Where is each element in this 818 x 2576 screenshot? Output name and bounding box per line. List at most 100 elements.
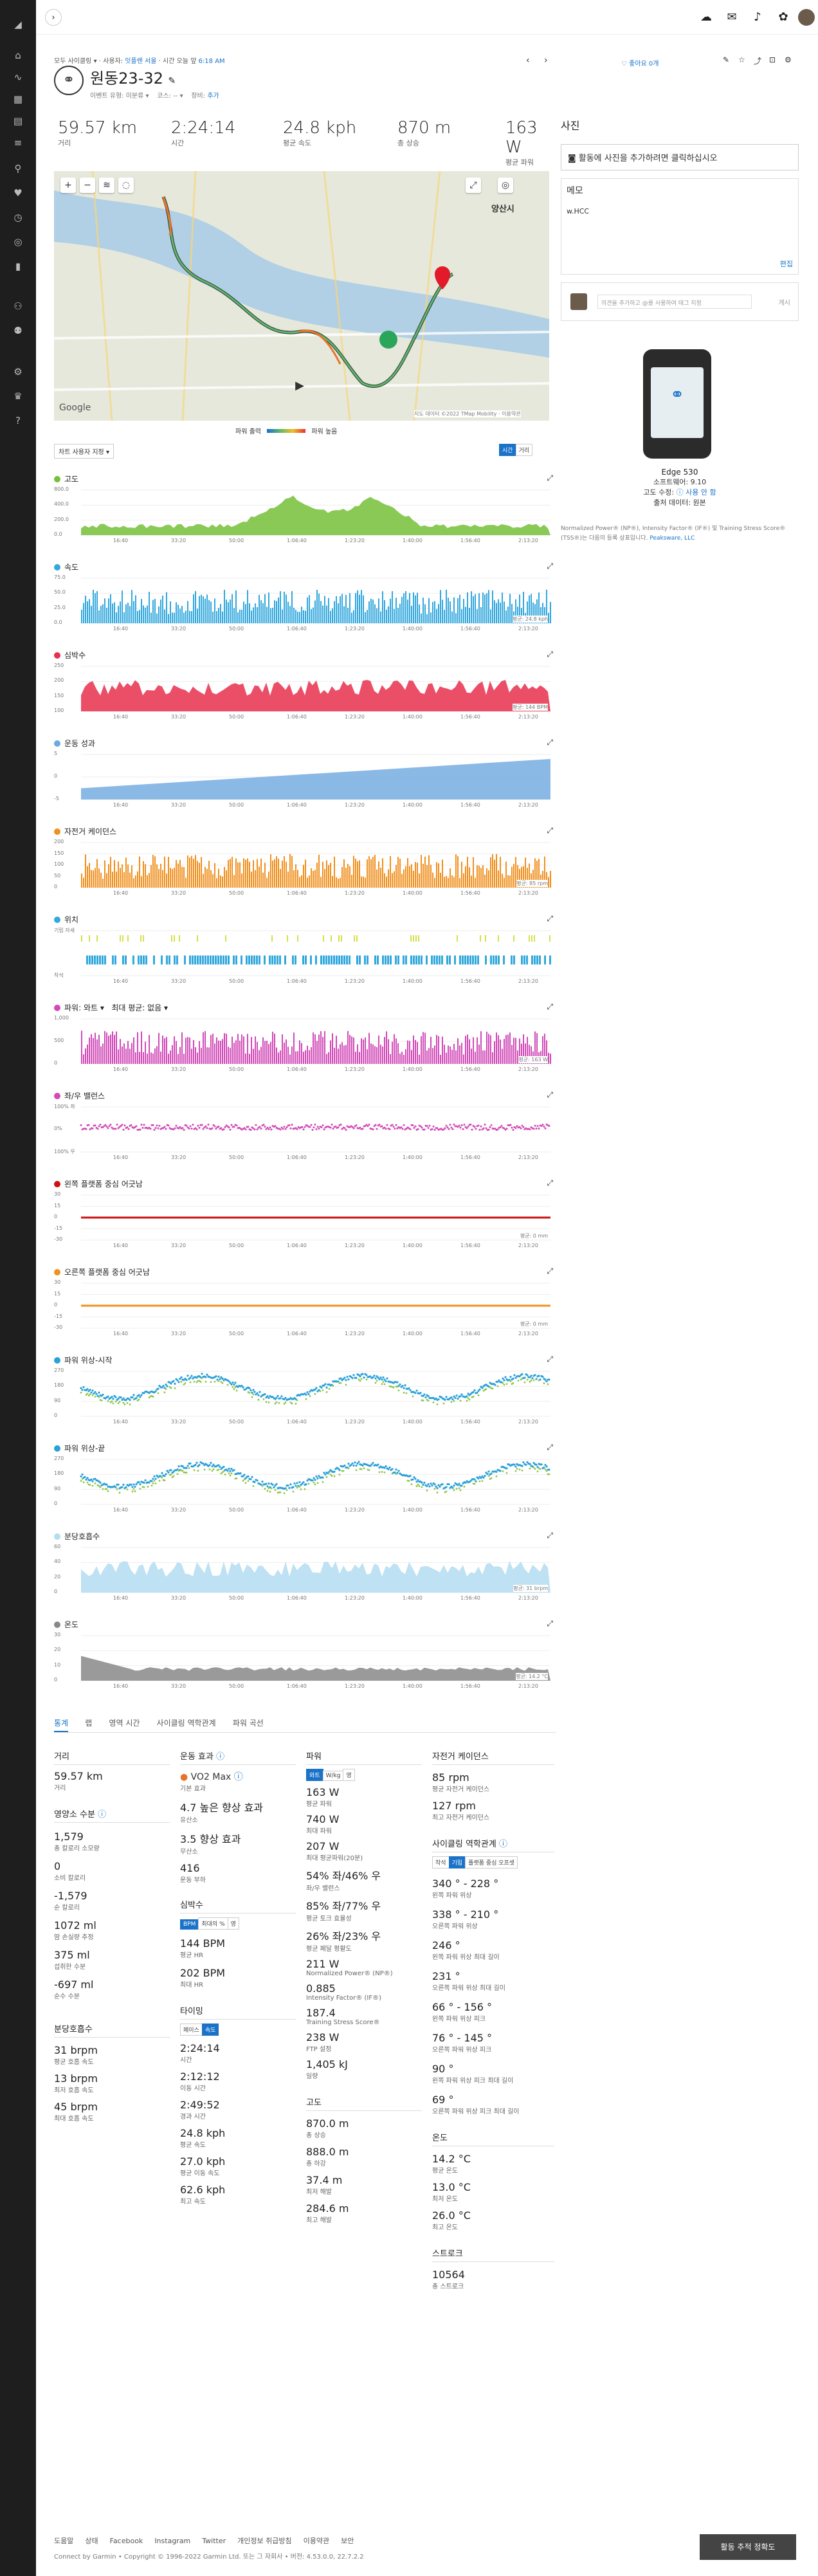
more-settings-icon[interactable]: ⚙ (785, 55, 792, 64)
calendar-icon[interactable]: ▦ (13, 93, 23, 105)
standing-button[interactable]: 기립 (448, 1856, 466, 1868)
pco-button[interactable]: 플랫폼 중심 오프셋 (465, 1856, 518, 1868)
chart-plot[interactable] (54, 485, 556, 556)
report-icon[interactable]: ▤ (13, 115, 23, 127)
footer-link[interactable]: 상태 (85, 2537, 98, 2545)
expand-icon[interactable]: ⤢ (547, 650, 553, 659)
tab-stats[interactable]: 통계 (54, 1719, 69, 1732)
layers-icon[interactable]: ≋ (99, 178, 114, 193)
info-icon[interactable]: ⓘ (676, 488, 684, 497)
expand-icon[interactable]: ⤢ (547, 738, 553, 747)
chart-plot[interactable] (54, 926, 556, 996)
chart-plot[interactable] (54, 661, 556, 732)
groups-icon[interactable]: ⚉ (14, 325, 23, 336)
next-activity-icon[interactable]: › (544, 55, 548, 66)
customize-charts-dropdown[interactable]: 차트 사용자 지정 ▾ (54, 444, 114, 459)
chart-plot[interactable] (54, 1190, 556, 1261)
expand-icon[interactable]: ⤢ (547, 1355, 553, 1364)
hr-zone-button[interactable]: 영 (227, 1917, 239, 1930)
list-icon[interactable]: ≡ (14, 137, 23, 149)
peaksware-link[interactable]: Peaksware, LLC (650, 535, 695, 542)
share-icon[interactable]: ⤴ (754, 57, 762, 66)
chart-title[interactable]: 심박수 (54, 650, 556, 661)
chart-title[interactable]: 온도 (54, 1619, 556, 1630)
chart-plot[interactable] (54, 1278, 556, 1349)
chart-title[interactable]: 운동 성과 (54, 738, 556, 749)
watts-button[interactable]: 와트 (306, 1769, 323, 1781)
activity-icon[interactable]: ∿ (14, 71, 23, 83)
axis-distance-button[interactable]: 거리 (515, 444, 533, 456)
add-gear-link[interactable]: 추가 (207, 93, 219, 100)
chart-plot[interactable] (54, 573, 556, 644)
zoom-out-button[interactable]: − (80, 178, 95, 193)
fullscreen-icon[interactable]: ⤢ (466, 178, 481, 193)
expand-icon[interactable]: ⤢ (547, 1090, 553, 1099)
map-type-icon[interactable]: ◌ (118, 178, 134, 193)
chart-title[interactable]: 고도 (54, 473, 556, 484)
chart-plot[interactable] (54, 749, 556, 820)
add-photo-button[interactable]: ◙ 활동에 사진을 추가하려면 클릭하십시오 (561, 144, 799, 170)
expand-icon[interactable]: ⤢ (547, 914, 553, 923)
pace-button[interactable]: 페이스 (180, 2023, 203, 2036)
star-icon[interactable]: ☆ (738, 55, 745, 64)
help-icon[interactable]: ? (15, 415, 21, 426)
hr-percent-button[interactable]: 최대의 % (198, 1917, 228, 1930)
zoom-in-button[interactable]: + (60, 178, 76, 193)
bell-icon[interactable]: ♪ (754, 10, 761, 24)
tab-zones[interactable]: 영역 시간 (109, 1719, 140, 1728)
gear-icon[interactable]: ⚙ (14, 366, 23, 378)
chart-title[interactable]: 좌/우 밸런스 (54, 1090, 556, 1101)
chart-extra[interactable]: 최대 평균: 없음 (111, 1003, 162, 1012)
elevation-correction-value[interactable]: 사용 안 함 (686, 488, 716, 497)
avatar[interactable] (798, 9, 815, 26)
footer-link[interactable]: 개인정보 취급방침 (237, 2537, 292, 2545)
leaf-icon[interactable]: ✿ (778, 10, 788, 24)
course[interactable]: 코스: -- (157, 93, 178, 100)
chart-plot[interactable] (54, 837, 556, 908)
upload-icon[interactable]: ☁ (700, 10, 712, 24)
lock-icon[interactable]: ⊡ (769, 55, 776, 64)
play-button[interactable]: ▶ (295, 379, 304, 392)
garmin-logo-icon[interactable]: ◢ (14, 19, 22, 30)
post-button[interactable]: 게시 (778, 300, 790, 307)
chart-plot[interactable] (54, 1366, 556, 1437)
people-icon[interactable]: ⚇ (14, 300, 23, 312)
info-icon[interactable]: ⓘ (233, 1772, 243, 1782)
map-canvas[interactable] (54, 171, 549, 421)
expand-icon[interactable]: ⤢ (547, 1002, 553, 1011)
axis-time-button[interactable]: 시간 (499, 444, 516, 456)
activity-accuracy-button[interactable]: 활동 추적 정확도 (700, 2534, 796, 2560)
chart-plot[interactable] (54, 1014, 556, 1084)
chart-plot[interactable] (54, 1542, 556, 1613)
timer-icon[interactable]: ◷ (14, 212, 23, 223)
heart-icon[interactable]: ♥ (14, 187, 23, 199)
expand-icon[interactable]: ⤢ (547, 1178, 553, 1187)
edit-pencil-icon[interactable]: ✎ (168, 76, 176, 86)
insights-icon[interactable]: ◎ (14, 236, 23, 248)
expand-icon[interactable]: ⤢ (547, 562, 553, 571)
footer-link[interactable]: 이용약관 (303, 2537, 330, 2545)
expand-icon[interactable]: ⤢ (547, 826, 553, 835)
chart-plot[interactable] (54, 1102, 556, 1173)
chart-plot[interactable] (54, 1454, 556, 1525)
expand-icon[interactable]: ⤢ (547, 1266, 553, 1275)
chart-title[interactable]: 오른쪽 플랫폼 중심 어긋남 (54, 1266, 556, 1277)
hr-bpm-button[interactable]: BPM (180, 1919, 199, 1930)
map[interactable]: + − ≋ ◌ ⤢ ◎ ▶ 양산시 Google 지도 데이터 ©2022 TM… (54, 171, 549, 421)
recenter-icon[interactable]: ◎ (498, 178, 513, 193)
chart-title[interactable]: 자전거 케이던스 (54, 826, 556, 837)
info-icon[interactable]: ⓘ (98, 1810, 107, 1820)
tab-dynamics[interactable]: 사이클링 역학관계 (156, 1719, 216, 1728)
like-button[interactable]: ♡ 좋아요 0개 (621, 60, 659, 68)
expand-icon[interactable]: ⤢ (547, 473, 553, 482)
wkg-button[interactable]: W/kg (322, 1771, 344, 1781)
power-zone-button[interactable]: 영 (343, 1769, 355, 1781)
collapse-nav-icon[interactable]: › (45, 9, 62, 26)
home-icon[interactable]: ⌂ (15, 50, 21, 61)
expand-icon[interactable]: ⤢ (547, 1619, 553, 1628)
chart-title[interactable]: 속도 (54, 562, 556, 572)
chart-title[interactable]: 왼쪽 플랫폼 중심 어긋남 (54, 1178, 556, 1189)
expand-icon[interactable]: ⤢ (547, 1531, 553, 1540)
edit-icon[interactable]: ✎ (723, 55, 730, 64)
activity-title[interactable]: 원동23-32 ✎ (90, 69, 176, 87)
